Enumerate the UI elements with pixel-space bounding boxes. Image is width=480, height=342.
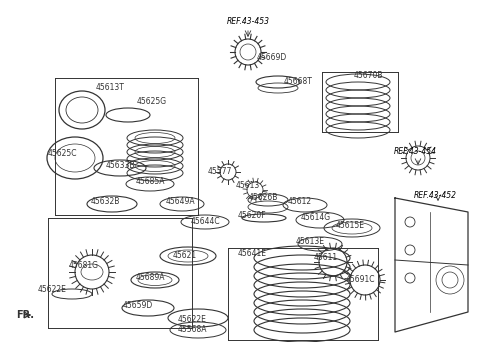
Text: 45644C: 45644C	[190, 218, 220, 226]
Text: REF.43-452: REF.43-452	[413, 192, 456, 200]
Text: 45613T: 45613T	[96, 83, 124, 92]
Text: 45649A: 45649A	[165, 197, 195, 207]
Text: 45615E: 45615E	[336, 222, 364, 231]
Text: 45622E: 45622E	[178, 316, 206, 325]
Text: 45691C: 45691C	[345, 276, 375, 285]
Text: 45613E: 45613E	[296, 237, 324, 247]
Text: 45632B: 45632B	[90, 197, 120, 207]
Text: 45659D: 45659D	[123, 301, 153, 310]
Text: 45625C: 45625C	[47, 148, 77, 158]
Text: 45685A: 45685A	[135, 177, 165, 186]
Text: 45668T: 45668T	[284, 78, 312, 87]
Text: 45613: 45613	[236, 181, 260, 189]
Text: 45633B: 45633B	[105, 161, 135, 171]
Text: 45614G: 45614G	[301, 213, 331, 223]
Text: 45621: 45621	[173, 250, 197, 260]
Text: 45681G: 45681G	[69, 262, 99, 271]
Text: REF.43-453: REF.43-453	[227, 17, 269, 26]
Text: 45612: 45612	[288, 197, 312, 207]
Text: 45626B: 45626B	[248, 193, 278, 201]
Text: 45641E: 45641E	[238, 249, 266, 258]
Text: 45625G: 45625G	[137, 97, 167, 106]
Text: 45611: 45611	[314, 253, 338, 263]
Text: FR.: FR.	[16, 310, 34, 320]
Text: 45622E: 45622E	[37, 286, 66, 294]
Text: 45670B: 45670B	[353, 71, 383, 80]
Text: 45669D: 45669D	[257, 53, 287, 62]
Text: 45620F: 45620F	[238, 210, 266, 220]
Text: 45577: 45577	[208, 168, 232, 176]
Text: REF.43-454: REF.43-454	[394, 147, 436, 157]
Text: 45689A: 45689A	[135, 274, 165, 282]
Text: 45568A: 45568A	[177, 326, 207, 334]
